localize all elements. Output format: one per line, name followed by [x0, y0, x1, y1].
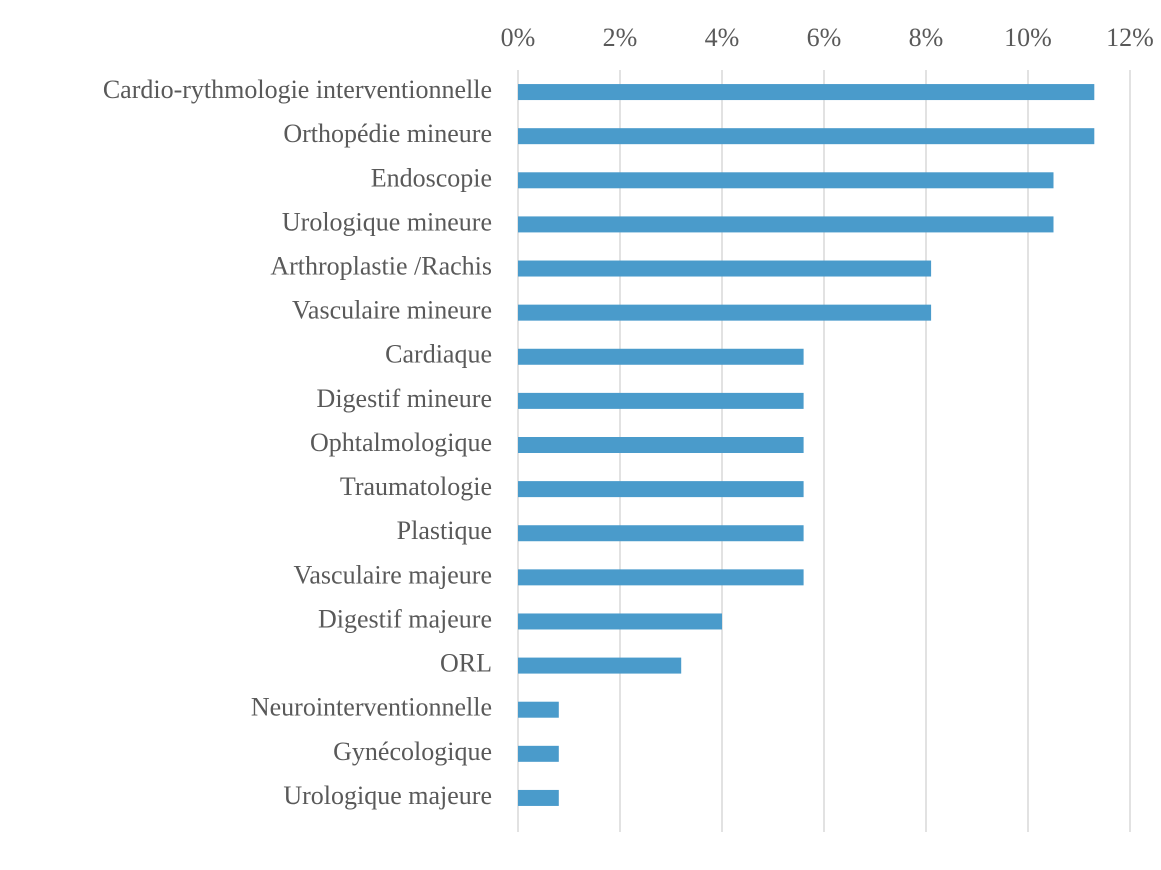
y-tick-label: ORL — [440, 649, 492, 678]
bar — [518, 701, 559, 718]
y-tick-label: Vasculaire mineure — [292, 296, 492, 325]
x-tick-label: 10% — [1004, 23, 1052, 52]
bar — [518, 481, 804, 498]
bar — [518, 657, 682, 674]
y-tick-label: Urologique mineure — [282, 207, 492, 236]
x-tick-label: 8% — [909, 23, 944, 52]
bar — [518, 84, 1095, 101]
x-tick-label: 2% — [603, 23, 638, 52]
bar — [518, 304, 932, 321]
y-tick-label: Vasculaire majeure — [293, 560, 492, 589]
y-tick-label: Cardiaque — [385, 340, 492, 369]
bar — [518, 260, 932, 277]
x-tick-label: 12% — [1106, 23, 1154, 52]
bar — [518, 789, 559, 806]
y-tick-label: Gynécologique — [333, 737, 492, 766]
bar — [518, 745, 559, 762]
x-tick-label: 0% — [501, 23, 536, 52]
y-tick-label: Neurointerventionnelle — [251, 693, 492, 722]
y-tick-label: Cardio-rythmologie interventionnelle — [103, 75, 492, 104]
bar — [518, 172, 1054, 189]
bar — [518, 437, 804, 453]
y-tick-label: Digestif mineure — [317, 384, 492, 413]
y-tick-label: Plastique — [397, 516, 492, 545]
bar — [518, 348, 804, 365]
y-tick-label: Orthopédie mineure — [283, 119, 492, 148]
bar — [518, 392, 804, 409]
x-tick-label: 4% — [705, 23, 740, 52]
y-tick-label: Traumatologie — [340, 472, 492, 501]
bar — [518, 525, 804, 542]
y-tick-label: Digestif majeure — [318, 604, 492, 633]
bar — [518, 216, 1054, 233]
y-tick-label: Endoscopie — [371, 163, 492, 192]
bar — [518, 569, 804, 586]
y-tick-label: Urologique majeure — [283, 781, 492, 810]
x-tick-label: 6% — [807, 23, 842, 52]
y-tick-label: Ophtalmologique — [310, 428, 492, 457]
y-tick-label: Arthroplastie /Rachis — [270, 251, 492, 280]
bar — [518, 128, 1095, 145]
bar — [518, 613, 722, 630]
